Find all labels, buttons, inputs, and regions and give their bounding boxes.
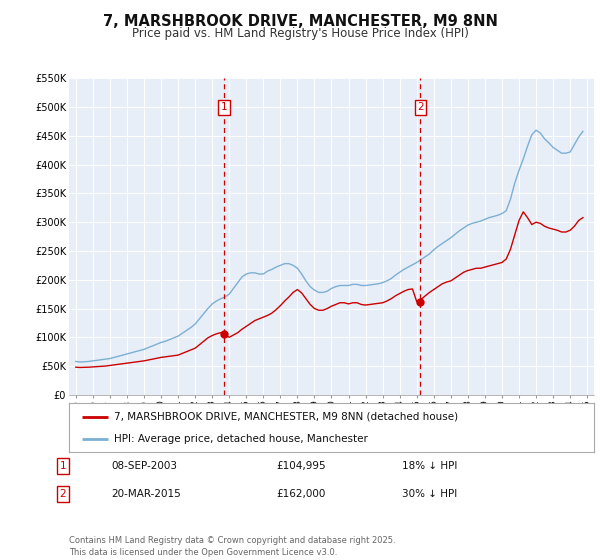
Text: £104,995: £104,995	[276, 461, 326, 471]
Text: 30% ↓ HPI: 30% ↓ HPI	[402, 489, 457, 499]
Text: 2: 2	[59, 489, 67, 499]
Text: 20-MAR-2015: 20-MAR-2015	[111, 489, 181, 499]
Text: Price paid vs. HM Land Registry's House Price Index (HPI): Price paid vs. HM Land Registry's House …	[131, 27, 469, 40]
Text: 1: 1	[59, 461, 67, 471]
Text: £162,000: £162,000	[276, 489, 325, 499]
Text: 08-SEP-2003: 08-SEP-2003	[111, 461, 177, 471]
Text: 18% ↓ HPI: 18% ↓ HPI	[402, 461, 457, 471]
Text: 7, MARSHBROOK DRIVE, MANCHESTER, M9 8NN (detached house): 7, MARSHBROOK DRIVE, MANCHESTER, M9 8NN …	[113, 412, 458, 422]
Text: 7, MARSHBROOK DRIVE, MANCHESTER, M9 8NN: 7, MARSHBROOK DRIVE, MANCHESTER, M9 8NN	[103, 14, 497, 29]
Text: 1: 1	[221, 102, 227, 112]
Text: Contains HM Land Registry data © Crown copyright and database right 2025.
This d: Contains HM Land Registry data © Crown c…	[69, 536, 395, 557]
Text: 2: 2	[417, 102, 424, 112]
Text: HPI: Average price, detached house, Manchester: HPI: Average price, detached house, Manc…	[113, 434, 367, 444]
